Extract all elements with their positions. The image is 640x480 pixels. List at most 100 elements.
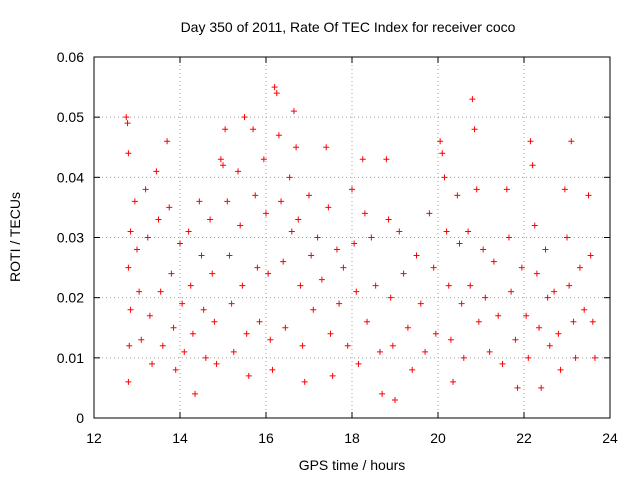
data-point	[124, 120, 131, 127]
x-tick-label: 20	[430, 430, 446, 446]
data-point	[144, 234, 151, 241]
y-tick-label: 0.01	[57, 350, 84, 366]
data-point	[318, 276, 325, 283]
data-point	[179, 300, 186, 307]
data-point	[146, 312, 153, 319]
x-tick-label: 24	[602, 430, 618, 446]
data-point	[387, 294, 394, 301]
data-point	[512, 336, 519, 343]
data-point	[564, 234, 570, 241]
data-point	[364, 318, 371, 325]
data-point	[237, 222, 244, 229]
data-point	[323, 144, 330, 151]
data-point	[458, 300, 465, 307]
data-point	[585, 192, 592, 199]
data-point	[527, 138, 534, 145]
x-tick-label: 12	[86, 430, 102, 446]
data-point	[385, 216, 392, 223]
data-point	[250, 126, 257, 133]
data-point	[271, 84, 278, 91]
data-point	[340, 264, 347, 271]
data-point	[503, 186, 510, 193]
data-point	[306, 192, 312, 199]
data-point	[546, 342, 553, 349]
data-point	[314, 234, 321, 241]
y-tick-labels: 0 0.01 0.02 0.03 0.04 0.05 0.06	[57, 49, 84, 426]
data-point	[260, 156, 267, 163]
data-point	[372, 282, 379, 289]
data-point	[441, 174, 448, 181]
data-point	[263, 210, 269, 217]
data-point	[589, 318, 596, 325]
data-point	[566, 282, 573, 289]
data-point	[282, 324, 289, 331]
data-point	[286, 174, 293, 181]
data-point	[480, 246, 487, 253]
data-point	[568, 138, 575, 145]
y-tick-label: 0.04	[57, 169, 84, 185]
y-tick-label: 0.06	[57, 49, 84, 65]
data-point	[170, 324, 177, 331]
grid-lines	[94, 57, 610, 418]
data-point	[409, 366, 416, 373]
data-point	[301, 378, 308, 385]
data-point	[126, 342, 133, 349]
data-point	[475, 318, 482, 325]
data-point	[486, 348, 493, 355]
x-tick-label: 16	[258, 430, 274, 446]
data-point	[142, 186, 149, 193]
data-point	[542, 246, 549, 253]
data-point	[587, 252, 594, 259]
data-point	[469, 96, 476, 103]
y-tick-label: 0.03	[57, 230, 84, 246]
data-point	[400, 270, 407, 277]
data-point	[450, 378, 457, 385]
data-point	[396, 228, 403, 235]
data-point	[353, 288, 360, 295]
x-tick-label: 22	[516, 430, 532, 446]
data-point	[505, 234, 512, 241]
data-point	[230, 348, 237, 355]
data-point	[525, 354, 532, 361]
data-point	[404, 324, 411, 331]
data-point	[361, 210, 368, 217]
data-point	[473, 186, 480, 193]
x-tick-labels: 12 14 16 18 20 22 24	[86, 430, 618, 446]
data-point	[533, 270, 540, 277]
data-point	[529, 162, 536, 169]
data-point	[123, 114, 130, 121]
data-point	[518, 264, 525, 271]
y-tick-label: 0	[76, 410, 84, 426]
data-point	[454, 192, 461, 199]
data-point	[576, 264, 583, 271]
data-point	[217, 156, 224, 163]
data-point	[561, 186, 568, 193]
y-tick-label: 0.05	[57, 109, 84, 125]
data-point	[241, 114, 248, 121]
data-point	[437, 138, 444, 145]
axis-ticks	[93, 56, 611, 419]
data-point	[499, 360, 506, 367]
data-point	[213, 360, 220, 367]
data-point	[538, 384, 545, 391]
data-point	[467, 282, 474, 289]
x-tick-label: 14	[172, 430, 188, 446]
data-point	[155, 216, 162, 223]
data-point	[482, 294, 489, 301]
data-point	[198, 252, 205, 259]
data-point	[202, 354, 209, 361]
x-tick-label: 18	[344, 430, 360, 446]
data-point	[349, 186, 355, 193]
data-point	[127, 306, 134, 313]
data-point	[196, 198, 203, 205]
data-point	[243, 330, 250, 337]
data-point	[127, 228, 134, 235]
x-axis-label: GPS time / hours	[299, 457, 406, 473]
data-point	[280, 258, 287, 265]
data-point	[383, 156, 390, 163]
data-point	[187, 282, 194, 289]
y-tick-label: 0.02	[57, 290, 84, 306]
data-point	[465, 228, 472, 235]
data-point	[344, 342, 351, 349]
data-point	[265, 270, 272, 277]
